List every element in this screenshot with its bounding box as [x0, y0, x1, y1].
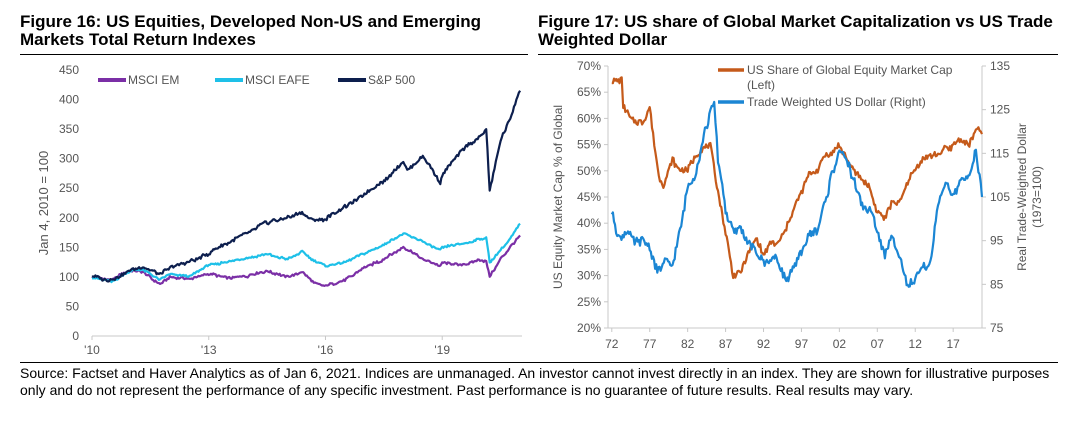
title-underline-17: [538, 54, 1058, 55]
legend-label: US Share of Global Equity Market Cap (Lef…: [747, 63, 953, 92]
y-tick-label: 350: [59, 122, 79, 136]
chart-us-share-vs-dollar: 20% 25% 30% 35% 40% 45% 50% 55% 60% 65% 70% 75 85 95 1…: [551, 59, 1044, 351]
x-tick-label: 02: [833, 337, 847, 351]
x-tick-label: 17: [946, 337, 960, 351]
y-tick-label: 0: [72, 329, 79, 343]
y-tick-label: 300: [59, 152, 79, 166]
left-tick-label: 60%: [577, 111, 601, 125]
series-line-msci-em: [91, 234, 521, 287]
figure-17-title: Figure 17: US share of Global Market Cap…: [538, 12, 1053, 49]
series-line-us-share: [611, 76, 983, 280]
x-tick-label: 82: [681, 337, 695, 351]
x-tick-label: '19: [434, 343, 450, 357]
x-tick-label: 77: [643, 337, 657, 351]
series-line-s-p-500: [91, 90, 522, 283]
x-tick-label: 97: [795, 337, 809, 351]
x-tick-label: 07: [871, 337, 885, 351]
y-tick-label: 400: [59, 93, 79, 107]
x-tick-label: 12: [909, 337, 923, 351]
source-note: Source: Factset and Haver Analytics as o…: [20, 365, 1050, 398]
left-tick-label: 35%: [577, 242, 601, 256]
right-tick-label: 75: [990, 321, 1004, 335]
y-tick-label: 250: [59, 181, 79, 195]
series-line-msci-eafe: [91, 222, 521, 284]
x-tick-label: '10: [84, 343, 100, 357]
y-tick-label: 100: [59, 270, 79, 284]
left-tick-label: 50%: [577, 164, 601, 178]
legend-label: Trade Weighted US Dollar (Right): [747, 95, 926, 109]
legend-label: MSCI EAFE: [245, 73, 310, 87]
x-tick-label: 72: [605, 337, 619, 351]
left-tick-label: 55%: [577, 138, 601, 152]
source-divider: [20, 362, 1058, 363]
left-tick-label: 70%: [577, 59, 601, 73]
right-tick-label: 125: [990, 103, 1010, 117]
right-tick-label: 135: [990, 59, 1010, 73]
y-tick-label: 450: [59, 63, 79, 77]
x-tick-label: 87: [719, 337, 733, 351]
left-tick-label: 65%: [577, 85, 601, 99]
left-tick-label: 40%: [577, 216, 601, 230]
title-underline-16: [20, 54, 528, 55]
y-axis-title: Jan 4, 2010 = 100: [36, 151, 51, 255]
left-tick-label: 30%: [577, 269, 601, 283]
left-tick-label: 20%: [577, 321, 601, 335]
chart-total-return-indexes: 0 50 100 150 200 250 300 350 400 450 '10 '13 '16 '19 J…: [36, 63, 522, 357]
figure-16-title: Figure 16: US Equities, Developed Non-US…: [20, 12, 481, 49]
y-tick-label: 150: [59, 240, 79, 254]
left-axis-title: US Equity Market Cap % of Global: [551, 105, 565, 289]
x-tick-label: '16: [318, 343, 334, 357]
series-line-trade-dollar: [610, 100, 984, 288]
right-tick-label: 105: [990, 190, 1010, 204]
y-tick-label: 50: [66, 299, 80, 313]
legend-label: S&P 500: [368, 73, 415, 87]
right-tick-label: 85: [990, 277, 1004, 291]
right-tick-label: 95: [990, 234, 1004, 248]
x-tick-label: 92: [757, 337, 771, 351]
left-tick-label: 25%: [577, 295, 601, 309]
y-tick-label: 200: [59, 211, 79, 225]
right-tick-label: 115: [990, 146, 1009, 160]
x-tick-label: '13: [201, 343, 217, 357]
right-axis-title: Real Trade-Weighted Dollar(1973=100): [1015, 123, 1044, 271]
legend-label: MSCI EM: [128, 73, 179, 87]
left-tick-label: 45%: [577, 190, 601, 204]
